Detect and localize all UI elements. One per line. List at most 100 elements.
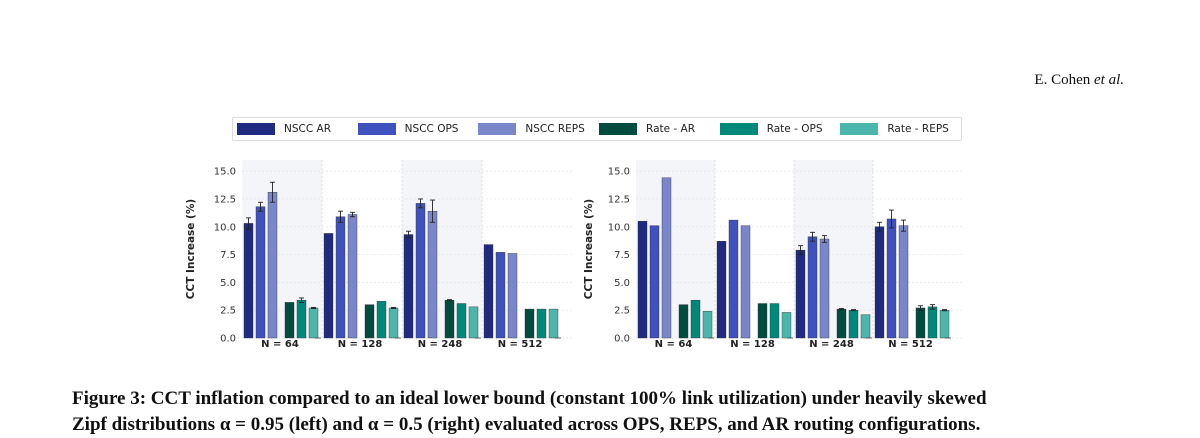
- y-tick-label: 12.5: [608, 194, 630, 205]
- y-tick-label: 5.0: [220, 278, 236, 289]
- x-tick-label: N = 64: [261, 339, 299, 350]
- bar: [678, 304, 689, 339]
- group-shade: [636, 160, 715, 338]
- bar: [795, 249, 806, 339]
- legend-swatch: [357, 123, 396, 135]
- bar: [347, 214, 358, 339]
- bar: [848, 309, 859, 339]
- legend-label: Rate - OPS: [766, 123, 823, 135]
- bar: [444, 299, 455, 339]
- bar: [284, 302, 295, 339]
- x-tick-label: N = 128: [338, 339, 383, 350]
- bar: [427, 210, 438, 339]
- bar: [649, 225, 660, 339]
- x-tick-label: N = 128: [730, 339, 775, 350]
- y-axis-label: CCT Increase (%): [583, 199, 595, 299]
- bar: [548, 308, 559, 339]
- legend-label: NSCC OPS: [404, 123, 459, 135]
- running-head: E. Cohen et al.: [1034, 72, 1124, 89]
- bar: [740, 225, 751, 339]
- legend-label: NSCC REPS: [525, 123, 585, 135]
- y-tick-label: 0.0: [614, 334, 630, 345]
- group-shade: [794, 160, 873, 338]
- bar: [769, 303, 780, 339]
- et-al: et al.: [1094, 72, 1124, 88]
- bar: [757, 303, 768, 339]
- x-tick-label: N = 248: [809, 339, 854, 350]
- bar: [939, 309, 950, 339]
- bar: [836, 308, 847, 339]
- bar: [524, 308, 535, 339]
- author-name: E. Cohen: [1034, 72, 1091, 88]
- legend-item-rate-reps: Rate - REPS: [840, 123, 961, 135]
- bar: [819, 238, 830, 339]
- y-tick-label: 10.0: [214, 222, 236, 233]
- legend-label: Rate - AR: [646, 123, 696, 135]
- bar: [335, 216, 346, 339]
- legend-swatch: [478, 123, 517, 135]
- chart-legend: NSCC AR NSCC OPS NSCC REPS Rate - AR Rat…: [232, 117, 962, 141]
- bar: [267, 192, 278, 339]
- bar: [483, 244, 494, 339]
- bar: [323, 233, 334, 339]
- legend-item-rate-ops: Rate - OPS: [719, 123, 841, 135]
- y-axis-label: CCT Increase (%): [185, 199, 197, 299]
- bar: [243, 223, 254, 339]
- group-shade: [242, 160, 322, 338]
- bar: [898, 225, 909, 339]
- y-tick-label: 7.5: [220, 250, 236, 261]
- caption-line-2: Zipf distributions α = 0.95 (left) and α…: [72, 414, 981, 435]
- x-tick-label: N = 248: [418, 339, 463, 350]
- bar: [364, 304, 375, 339]
- legend-item-nscc-reps: NSCC REPS: [478, 123, 599, 135]
- bar: [415, 203, 426, 339]
- bar: [495, 252, 506, 339]
- caption-line-1: Figure 3: CCT inflation compared to an i…: [72, 388, 987, 409]
- legend-label: Rate - REPS: [887, 123, 949, 135]
- bar: [456, 303, 467, 339]
- y-tick-label: 0.0: [220, 334, 236, 345]
- bar: [874, 226, 885, 339]
- bar: [886, 218, 897, 339]
- y-tick-label: 7.5: [614, 250, 630, 261]
- bar: [860, 314, 871, 339]
- bar: [702, 311, 713, 339]
- bar: [468, 306, 479, 339]
- group-shade: [402, 160, 482, 338]
- bar: [716, 241, 727, 339]
- y-tick-label: 2.5: [220, 306, 236, 317]
- bar: [781, 312, 792, 339]
- legend-swatch: [237, 123, 275, 135]
- bar: [637, 220, 648, 339]
- bar: [807, 236, 818, 339]
- bar: [308, 307, 319, 339]
- legend-swatch: [719, 123, 758, 135]
- x-tick-label: N = 512: [888, 339, 933, 350]
- y-tick-label: 2.5: [614, 306, 630, 317]
- legend-item-nscc-ar: NSCC AR: [237, 123, 358, 135]
- legend-swatch: [599, 123, 638, 135]
- bar-chart-right: 0.0 2.5 5.0 7.5 10.0 12.5 15.0 CCT Increase (%)…: [583, 160, 962, 350]
- bar: [915, 307, 926, 339]
- y-tick-label: 15.0: [608, 167, 630, 178]
- y-tick-label: 10.0: [608, 222, 630, 233]
- bar: [927, 306, 938, 339]
- bar: [388, 307, 399, 339]
- bar: [403, 234, 414, 339]
- legend-item-rate-ar: Rate - AR: [599, 123, 720, 135]
- y-tick-label: 12.5: [214, 194, 236, 205]
- bar: [690, 299, 701, 339]
- x-tick-label: N = 512: [498, 339, 543, 350]
- bar: [376, 301, 387, 339]
- legend-swatch: [840, 123, 879, 135]
- x-tick-label: N = 64: [655, 339, 693, 350]
- legend-label: NSCC AR: [284, 123, 331, 135]
- bar: [536, 308, 547, 339]
- figure-caption: Figure 3: CCT inflation compared to an i…: [72, 386, 1132, 438]
- bar: [728, 219, 739, 339]
- y-tick-label: 15.0: [214, 167, 236, 178]
- bar: [255, 206, 266, 339]
- bar: [296, 299, 307, 339]
- y-tick-label: 5.0: [614, 278, 630, 289]
- bar-chart-left: 0.0 2.5 5.0 7.5 10.0 12.5 15.0 CCT Increase (%)…: [185, 160, 572, 350]
